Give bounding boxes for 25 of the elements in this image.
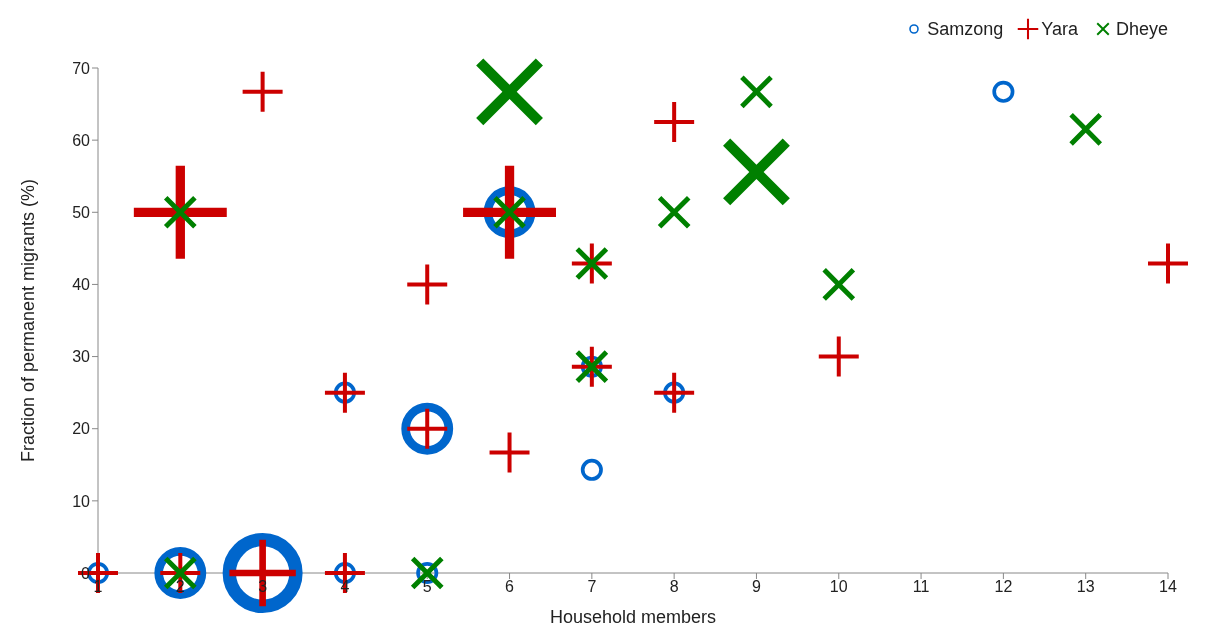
x-tick-label: 11: [912, 578, 930, 596]
x-tick-label: 7: [587, 578, 597, 596]
x-tick-label: 1: [93, 578, 103, 596]
y-tick-label: 60: [72, 131, 91, 149]
y-tick-label: 20: [72, 420, 91, 438]
x-tick-label: 4: [340, 578, 350, 596]
y-tick-label: 10: [72, 492, 91, 510]
x-axis-title: Household members: [549, 607, 717, 627]
legend-label: Yara: [1040, 18, 1078, 40]
legend-label: Dheye: [1114, 18, 1168, 40]
x-tick-label: 10: [829, 578, 848, 596]
y-tick-label: 0: [81, 564, 91, 582]
x-tick-label: 8: [669, 578, 679, 596]
y-tick-label: 50: [72, 203, 91, 221]
x-tick-label: 2: [175, 578, 185, 596]
y-tick-label: 70: [72, 59, 91, 77]
y-axis-title: Fraction of permanent migrants (%): [18, 178, 39, 463]
x-tick-label: 6: [505, 578, 515, 596]
y-tick-label: 40: [72, 276, 91, 294]
legend-label: Samzong: [926, 18, 1004, 40]
x-tick-label: 13: [1076, 578, 1095, 596]
x-tick-label: 12: [994, 578, 1013, 596]
y-tick-label: 30: [72, 348, 91, 366]
x-tick-label: 9: [752, 578, 762, 596]
x-tick-label: 14: [1159, 578, 1177, 596]
